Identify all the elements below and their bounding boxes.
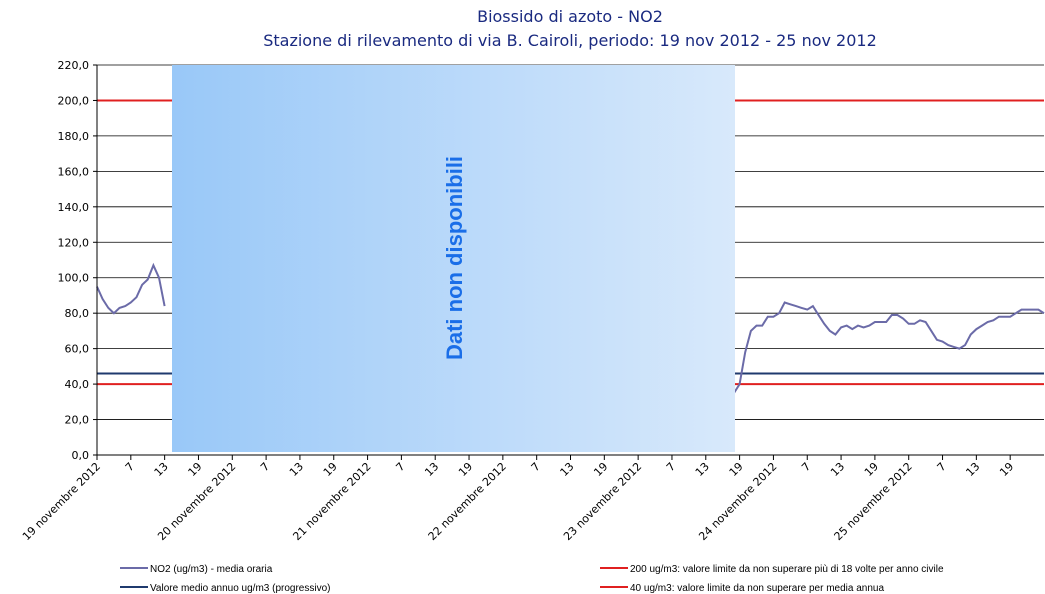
y-tick-label: 200,0 <box>58 94 90 107</box>
x-tick-label: 19 <box>185 460 204 479</box>
x-tick-label: 19 <box>727 460 746 479</box>
x-tick-label: 7 <box>935 460 949 474</box>
legend-label: 200 ug/m3: valore limite da non superare… <box>630 564 944 575</box>
x-tick-label: 13 <box>558 460 577 479</box>
x-tick-label: 19 <box>321 460 340 479</box>
chart-title: Biossido di azoto - NO2 <box>477 7 663 26</box>
x-tick-label: 7 <box>529 460 543 474</box>
gap-box <box>172 65 735 452</box>
y-tick-label: 120,0 <box>58 236 90 249</box>
x-tick-label: 13 <box>422 460 441 479</box>
x-tick-label: 19 novembre 2012 <box>20 460 103 543</box>
x-tick-label: 13 <box>152 460 171 479</box>
x-tick-label: 13 <box>287 460 306 479</box>
y-tick-label: 20,0 <box>65 414 90 427</box>
gap-label: Dati non disponibili <box>442 156 467 360</box>
x-tick-label: 13 <box>963 460 982 479</box>
y-tick-label: 80,0 <box>65 307 90 320</box>
data-line <box>96 262 1045 394</box>
y-tick-label: 60,0 <box>65 343 90 356</box>
y-tick-label: 140,0 <box>58 201 90 214</box>
legend-label: NO2 (ug/m3) - media oraria <box>150 564 273 575</box>
x-tick-label: 19 <box>591 460 610 479</box>
y-tick-label: 160,0 <box>58 165 90 178</box>
legend-label: 40 ug/m3: valore limite da non superare … <box>630 583 884 594</box>
x-tick-label: 19 <box>456 460 475 479</box>
legend-label: Valore medio annuo ug/m3 (progressivo) <box>150 583 330 594</box>
x-tick-label: 7 <box>799 460 813 474</box>
x-tick-label: 19 <box>862 460 881 479</box>
y-tick-label: 100,0 <box>58 272 90 285</box>
x-tick-label: 7 <box>664 460 678 474</box>
x-tick-label: 7 <box>123 460 137 474</box>
x-tick-label: 7 <box>393 460 407 474</box>
y-tick-label: 220,0 <box>58 59 90 72</box>
x-tick-label: 13 <box>828 460 847 479</box>
y-tick-label: 0,0 <box>72 449 90 462</box>
x-tick-label: 19 <box>997 460 1016 479</box>
y-tick-label: 40,0 <box>65 378 90 391</box>
x-tick-label: 13 <box>693 460 712 479</box>
y-tick-label: 180,0 <box>58 130 90 143</box>
x-tick-label: 7 <box>258 460 272 474</box>
chart-subtitle: Stazione di rilevamento di via B. Cairol… <box>263 31 877 50</box>
